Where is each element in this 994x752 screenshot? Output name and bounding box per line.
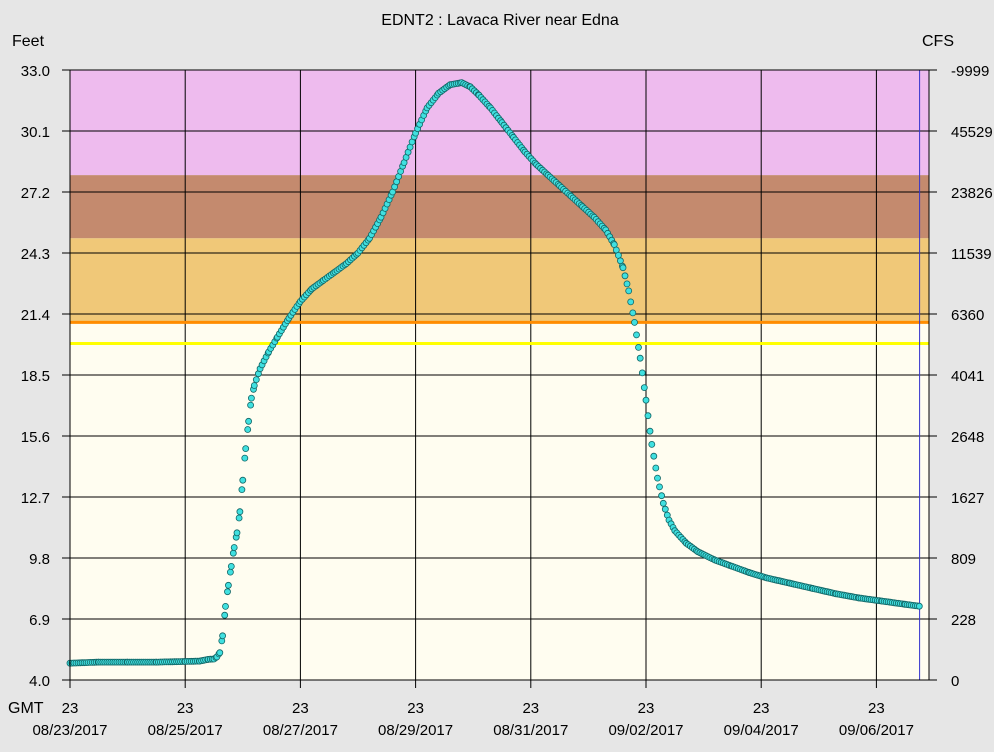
x-tick-date: 09/04/2017 — [724, 722, 799, 739]
data-point — [627, 298, 635, 306]
left-tick-label: 6.9 — [29, 612, 50, 629]
data-point — [224, 581, 232, 589]
right-axis-ticks: -9999 45529 23826 11539 6360 4041 2648 1627 809 2… — [929, 63, 993, 690]
data-point — [648, 440, 656, 448]
data-point — [654, 474, 661, 482]
data-point — [224, 588, 231, 596]
x-tick-hour: 23 — [522, 700, 539, 717]
data-point — [222, 603, 229, 610]
x-tick-hour: 23 — [868, 700, 885, 717]
x-tick-date: 08/25/2017 — [148, 722, 223, 739]
data-point — [236, 508, 244, 516]
x-tick-hour: 23 — [292, 700, 309, 717]
right-tick-label: 809 — [951, 551, 976, 568]
data-point — [221, 611, 229, 619]
left-tick-label: 9.8 — [29, 551, 50, 568]
left-axis-ticks: 33.0 30.1 27.2 24.3 21.4 18.5 15.6 12.7 9.8 6.9 4.… — [21, 63, 70, 690]
threshold-lines — [70, 70, 929, 680]
right-tick-label: 2648 — [951, 429, 984, 446]
data-point — [625, 287, 633, 295]
x-tick-date: 08/31/2017 — [493, 722, 568, 739]
data-point — [650, 452, 658, 460]
x-tick-date: 09/06/2017 — [839, 722, 914, 739]
data-point — [250, 382, 258, 389]
x-tick-date: 08/23/2017 — [32, 722, 107, 739]
left-tick-label: 12.7 — [21, 490, 50, 507]
data-point — [658, 492, 665, 500]
chart-title: EDNT2 : Lavaca River near Edna — [381, 12, 619, 29]
right-tick-label: 11539 — [951, 246, 992, 263]
right-axis-title: CFS — [922, 33, 954, 50]
data-point — [247, 394, 255, 402]
data-point — [659, 499, 667, 507]
x-tick-date: 08/27/2017 — [263, 722, 338, 739]
left-axis-title: Feet — [12, 33, 45, 50]
x-tick-hour: 23 — [638, 700, 655, 717]
data-point — [621, 272, 629, 280]
data-point — [661, 505, 669, 513]
right-tick-label: 45529 — [951, 124, 993, 141]
data-point — [619, 264, 627, 272]
left-tick-label: 27.2 — [21, 185, 50, 202]
data-point — [227, 563, 235, 570]
x-tick-hour: 23 — [407, 700, 424, 717]
data-point — [636, 354, 644, 362]
left-tick-label: 15.6 — [21, 429, 50, 446]
band-moderate — [70, 175, 929, 239]
data-point — [230, 544, 238, 551]
right-tick-label: -9999 — [951, 63, 989, 80]
x-tick-date: 08/29/2017 — [378, 722, 453, 739]
x-axis-ticks: 23 08/23/2017 23 08/25/2017 23 08/27/2017 23 08… — [32, 680, 914, 739]
data-point — [644, 412, 652, 420]
data-point — [631, 318, 638, 326]
left-tick-label: 4.0 — [29, 673, 50, 690]
data-point — [245, 417, 253, 425]
band-normal — [70, 322, 929, 680]
data-point — [640, 384, 648, 392]
gmt-label: GMT — [8, 700, 44, 717]
data-point — [226, 568, 234, 576]
right-tick-label: 0 — [951, 673, 959, 690]
band-minor — [70, 238, 929, 323]
data-point — [247, 401, 255, 409]
data-point — [623, 280, 631, 288]
data-point — [219, 632, 227, 640]
data-point — [642, 396, 650, 404]
data-point — [241, 454, 249, 462]
flood-category-bands — [70, 70, 929, 680]
data-point — [238, 486, 246, 494]
stage-series — [66, 79, 923, 667]
data-point — [646, 427, 654, 435]
left-tick-label: 33.0 — [21, 63, 50, 80]
data-point — [252, 376, 260, 384]
data-point — [242, 445, 250, 453]
x-tick-hour: 23 — [62, 700, 79, 717]
x-tick-date: 09/02/2017 — [608, 722, 683, 739]
right-tick-label: 4041 — [951, 368, 984, 385]
right-tick-label: 1627 — [951, 490, 984, 507]
right-tick-label: 23826 — [951, 185, 993, 202]
data-point — [915, 602, 923, 610]
data-point — [629, 309, 637, 317]
left-tick-label: 18.5 — [21, 368, 50, 385]
data-point — [652, 464, 660, 472]
data-point — [638, 369, 646, 377]
data-point — [216, 649, 224, 657]
left-tick-label: 24.3 — [21, 246, 50, 263]
left-tick-label: 30.1 — [21, 124, 50, 141]
data-point — [235, 514, 243, 522]
right-tick-label: 6360 — [951, 307, 984, 324]
data-point — [239, 476, 247, 484]
data-point — [229, 549, 237, 557]
data-point — [656, 483, 663, 491]
data-point — [635, 343, 642, 351]
data-point — [244, 426, 252, 433]
x-tick-hour: 23 — [753, 700, 770, 717]
data-point — [633, 331, 640, 339]
left-tick-label: 21.4 — [21, 307, 50, 324]
data-point — [233, 529, 241, 537]
right-tick-label: 228 — [951, 612, 976, 629]
x-tick-hour: 23 — [177, 700, 194, 717]
